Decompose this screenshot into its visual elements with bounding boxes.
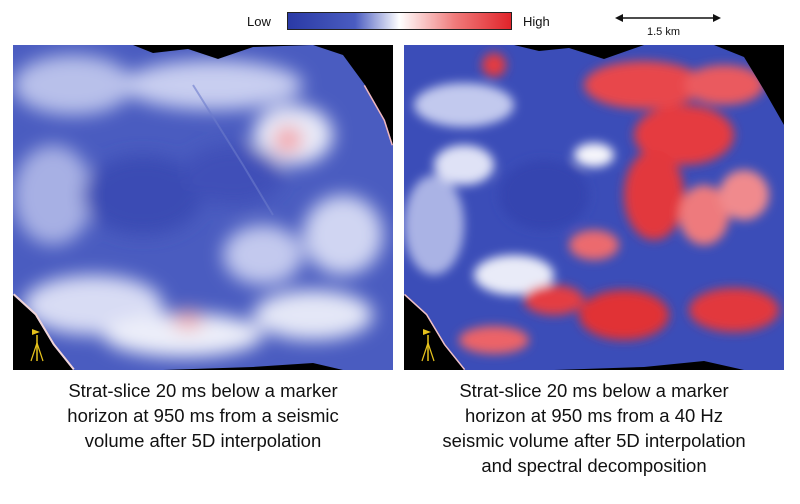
caption-line: seismic volume after 5D interpolation xyxy=(442,430,746,451)
left-panel-caption: Strat-slice 20 ms below a marker horizon… xyxy=(13,378,393,453)
caption-line: and spectral decomposition xyxy=(481,455,707,476)
scale-bar-label: 1.5 km xyxy=(647,26,681,38)
north-arrow-icon xyxy=(421,329,435,362)
colorbar-gradient xyxy=(287,12,512,30)
caption-line: horizon at 950 ms from a 40 Hz xyxy=(464,405,724,426)
scale-bar-arrow xyxy=(615,14,721,22)
north-arrow-icon xyxy=(30,329,44,362)
colorbar-high-label: High xyxy=(523,14,550,29)
colorbar-legend: Low High xyxy=(0,0,800,40)
caption-line: horizon at 950 ms from a seismic xyxy=(67,405,339,426)
colorbar-low-label: Low xyxy=(247,14,271,29)
caption-line: Strat-slice 20 ms below a marker xyxy=(68,380,338,401)
scale-bar: 1.5 km xyxy=(613,10,723,40)
strat-slice-right-image xyxy=(404,45,784,370)
caption-line: volume after 5D interpolation xyxy=(84,430,322,451)
strat-slice-left-image xyxy=(13,45,393,370)
caption-line: Strat-slice 20 ms below a marker xyxy=(459,380,729,401)
right-panel-caption: Strat-slice 20 ms below a marker horizon… xyxy=(404,378,784,478)
